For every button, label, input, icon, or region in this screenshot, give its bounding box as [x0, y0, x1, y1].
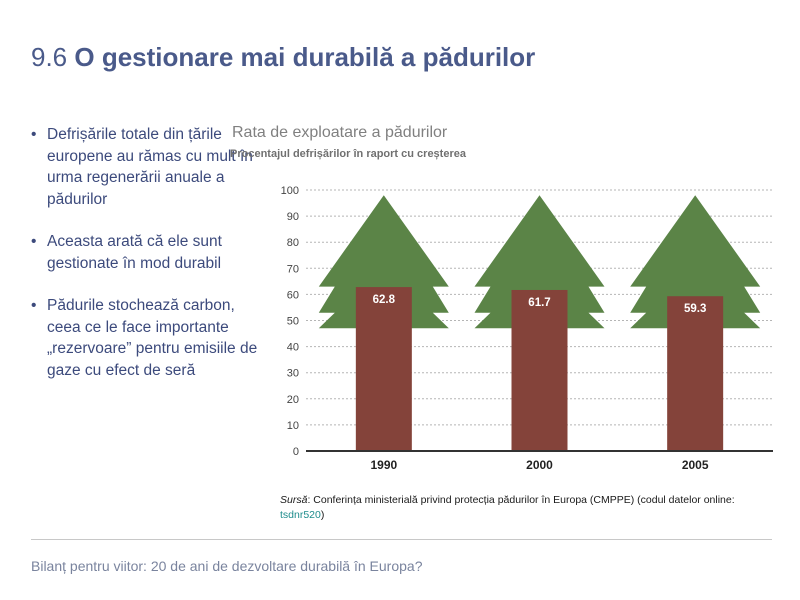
y-tick-label: 80: [287, 237, 299, 249]
bar: [667, 296, 724, 451]
source-note: Sursă: Conferința ministerială privind p…: [280, 493, 750, 523]
bar-value-label: 61.7: [528, 297, 550, 309]
y-tick-label: 70: [287, 263, 299, 275]
y-tick-label: 30: [287, 368, 299, 380]
bar-chart: 0 10 20 30 40 50 60 70 80 90 100 62.8 1990 61.7 2000 59…: [281, 185, 773, 472]
tree-crown: [318, 195, 449, 329]
y-tick-label: 10: [287, 420, 299, 432]
divider: [31, 539, 772, 540]
y-tick-label: 100: [281, 185, 299, 197]
y-tick-label: 40: [287, 342, 299, 354]
bar-value-label: 59.3: [684, 303, 706, 315]
x-tick-label: 1990: [370, 458, 397, 472]
bar: [355, 287, 412, 451]
bullet-item: Aceasta arată că ele sunt gestionate în …: [30, 231, 262, 274]
source-label: Sursă: [280, 494, 308, 506]
y-tick-label: 90: [287, 211, 299, 223]
source-code-link[interactable]: tsdnr520: [280, 509, 321, 521]
y-tick-label: 0: [293, 446, 299, 458]
section-number: 9.6: [31, 42, 68, 72]
tree-crown: [630, 195, 761, 329]
y-tick-label: 20: [287, 394, 299, 406]
page-title: 9.6 O gestionare mai durabilă a pădurilo…: [31, 42, 535, 73]
source-text: : Conferința ministerială privind protec…: [307, 494, 735, 506]
x-tick-label: 2005: [682, 458, 709, 472]
bullet-item: Pădurile stochează carbon, ceea ce le fa…: [30, 295, 262, 381]
y-tick-label: 60: [287, 289, 299, 301]
x-tick-label: 2000: [526, 458, 553, 472]
chart-subtitle: Procentajul defrișărilor în raport cu cr…: [230, 148, 466, 160]
source-close: ): [320, 509, 325, 521]
tree-crown: [474, 195, 605, 329]
footer-text: Bilanț pentru viitor: 20 de ani de dezvo…: [31, 558, 423, 574]
title-text: O gestionare mai durabilă a pădurilor: [74, 42, 536, 72]
bar: [511, 289, 568, 451]
chart-title: Rata de exploatare a pădurilor: [232, 124, 448, 141]
bullet-list: Defrișările totale din țările europene a…: [30, 124, 262, 402]
bar-value-label: 62.8: [373, 294, 396, 306]
bullet-item: Defrișările totale din țările europene a…: [30, 124, 262, 210]
y-tick-label: 50: [287, 316, 299, 328]
